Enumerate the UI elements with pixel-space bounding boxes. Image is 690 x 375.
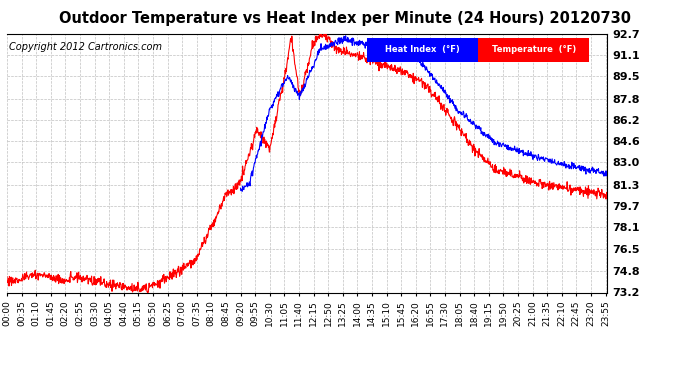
FancyBboxPatch shape — [478, 38, 589, 62]
Text: Heat Index  (°F): Heat Index (°F) — [385, 45, 460, 54]
Text: Temperature  (°F): Temperature (°F) — [491, 45, 575, 54]
Text: Outdoor Temperature vs Heat Index per Minute (24 Hours) 20120730: Outdoor Temperature vs Heat Index per Mi… — [59, 11, 631, 26]
Text: Copyright 2012 Cartronics.com: Copyright 2012 Cartronics.com — [9, 42, 161, 51]
FancyBboxPatch shape — [367, 38, 478, 62]
